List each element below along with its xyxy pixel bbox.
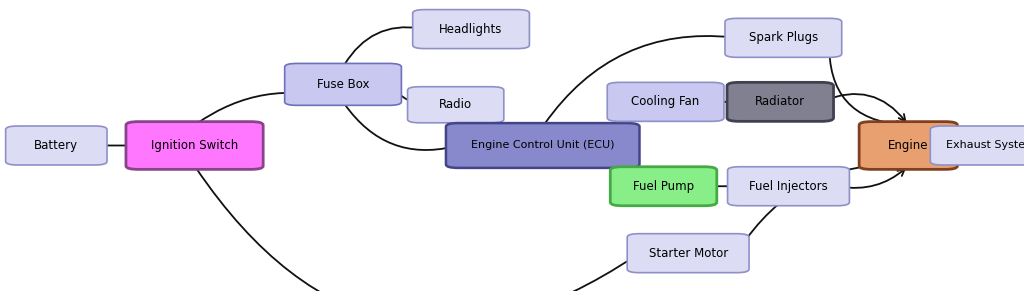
Text: Engine Control Unit (ECU): Engine Control Unit (ECU) (471, 141, 614, 150)
FancyBboxPatch shape (413, 10, 529, 49)
Text: Headlights: Headlights (439, 23, 503, 36)
Text: Radio: Radio (439, 98, 472, 111)
FancyBboxPatch shape (859, 122, 957, 169)
Text: Ignition Switch: Ignition Switch (151, 139, 239, 152)
Text: Engine: Engine (888, 139, 929, 152)
FancyBboxPatch shape (285, 63, 401, 105)
FancyBboxPatch shape (725, 18, 842, 57)
Text: Fuse Box: Fuse Box (316, 78, 370, 91)
FancyBboxPatch shape (126, 122, 263, 169)
FancyBboxPatch shape (627, 234, 750, 273)
Text: Battery: Battery (34, 139, 79, 152)
FancyBboxPatch shape (408, 87, 504, 123)
Text: Starter Motor: Starter Motor (648, 247, 728, 260)
Text: Fuel Injectors: Fuel Injectors (750, 180, 827, 193)
FancyBboxPatch shape (446, 123, 639, 168)
FancyBboxPatch shape (727, 167, 850, 206)
Text: Fuel Pump: Fuel Pump (633, 180, 694, 193)
Text: Cooling Fan: Cooling Fan (632, 95, 699, 108)
Text: Spark Plugs: Spark Plugs (749, 31, 818, 44)
FancyBboxPatch shape (607, 82, 724, 121)
FancyBboxPatch shape (727, 82, 834, 121)
Text: Radiator: Radiator (756, 95, 805, 108)
FancyBboxPatch shape (610, 167, 717, 206)
FancyBboxPatch shape (930, 126, 1024, 165)
Text: Exhaust System: Exhaust System (946, 141, 1024, 150)
FancyBboxPatch shape (6, 126, 108, 165)
